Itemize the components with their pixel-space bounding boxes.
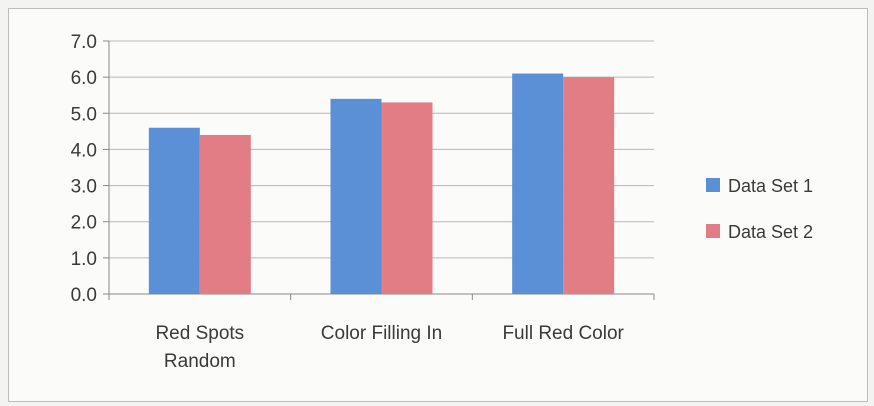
bar-data-set-1	[148, 127, 200, 294]
legend-swatch	[706, 178, 720, 192]
axes	[103, 40, 655, 300]
y-tick-label: 0.0	[71, 285, 97, 306]
legend: Data Set 1 Data Set 2	[706, 176, 813, 242]
y-tick-label: 3.0	[71, 177, 97, 198]
y-tick-label: 6.0	[71, 68, 97, 89]
bars	[148, 73, 615, 295]
bar-data-set-2	[199, 134, 251, 294]
x-category-label: Color Filling In	[321, 323, 442, 344]
bar-data-set-2	[381, 102, 433, 294]
bar-data-set-2	[563, 77, 615, 295]
y-tick-label: 5.0	[71, 104, 97, 125]
x-category-label: Full Red Color	[502, 323, 624, 344]
labels: 0.0 1.0 2.0 3.0 4.0 5.0 6.0 7.0 Red Spots Random C…	[71, 32, 625, 372]
bar-data-set-1	[512, 73, 564, 295]
bar-data-set-1	[330, 98, 382, 294]
y-tick-label: 2.0	[71, 213, 97, 234]
legend-label: Data Set 2	[728, 222, 813, 242]
legend-swatch	[706, 224, 720, 238]
y-tick-label: 1.0	[71, 249, 97, 270]
x-category-label: Red Spots	[155, 323, 244, 344]
y-tick-label: 4.0	[71, 140, 97, 161]
legend-label: Data Set 1	[728, 176, 813, 196]
x-category-label: Random	[164, 351, 236, 372]
y-tick-label: 7.0	[71, 32, 97, 53]
